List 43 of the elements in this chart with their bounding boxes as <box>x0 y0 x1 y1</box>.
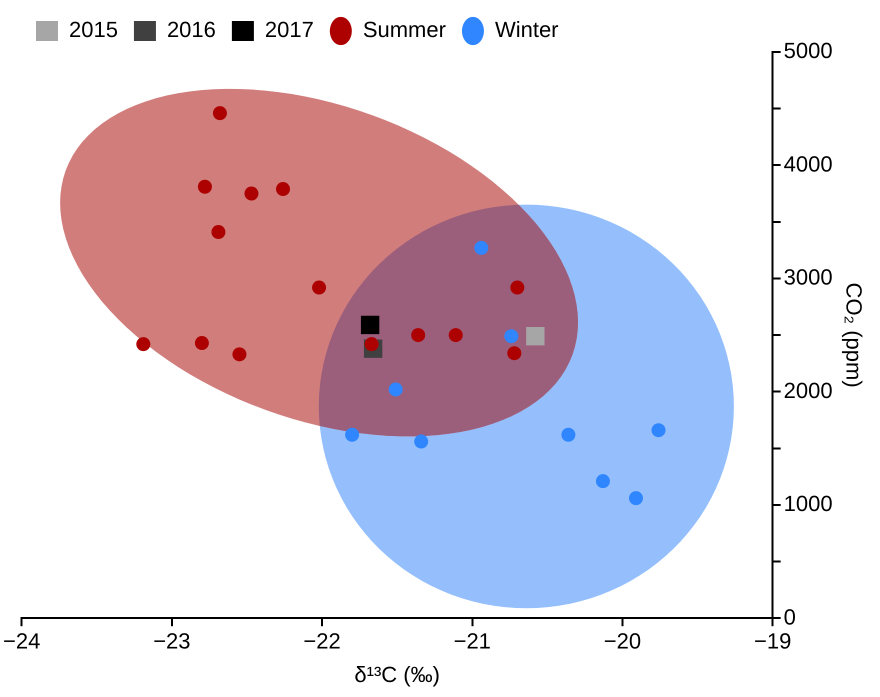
y-axis-title: CO₂ (ppm) <box>842 282 867 388</box>
x-tick-label: −22 <box>303 628 341 654</box>
point <box>212 106 227 120</box>
point <box>414 434 428 449</box>
point <box>232 347 246 362</box>
y-tick-label: 4000 <box>784 151 833 176</box>
legend-label: 2017 <box>264 17 314 42</box>
point <box>345 428 360 442</box>
point <box>388 382 403 396</box>
point <box>244 186 258 201</box>
y-tick-label: 3000 <box>784 264 833 290</box>
point <box>652 423 666 438</box>
point <box>136 337 150 352</box>
point <box>474 240 488 255</box>
x-tick-label: −24 <box>2 628 40 654</box>
point <box>194 336 209 350</box>
y-tick-label: 1000 <box>784 491 833 516</box>
point <box>411 328 426 342</box>
point <box>628 491 643 506</box>
point <box>448 328 463 342</box>
y-tick-label: 2000 <box>784 378 833 403</box>
point <box>276 182 290 196</box>
x-tick-label: −21 <box>454 628 491 654</box>
x-tick-label: −23 <box>153 628 191 654</box>
point <box>312 280 326 295</box>
legend-label: 2015 <box>69 17 118 42</box>
point <box>507 346 522 360</box>
y-tick-label: 5000 <box>784 38 833 64</box>
x-axis-title: δ¹³C (‰) <box>354 662 440 687</box>
y-tick-label: 0 <box>784 604 796 630</box>
legend-label: 2016 <box>166 17 216 42</box>
x-tick-label: −19 <box>754 628 792 654</box>
point <box>596 474 610 488</box>
point <box>561 428 576 442</box>
point <box>526 327 545 346</box>
point <box>510 280 524 295</box>
legend-label: Summer <box>362 17 446 42</box>
legend-label: Winter <box>494 17 559 42</box>
point <box>211 225 226 240</box>
point <box>360 316 380 334</box>
point <box>198 180 212 194</box>
x-tick-label: −20 <box>604 628 642 654</box>
point <box>504 329 518 344</box>
